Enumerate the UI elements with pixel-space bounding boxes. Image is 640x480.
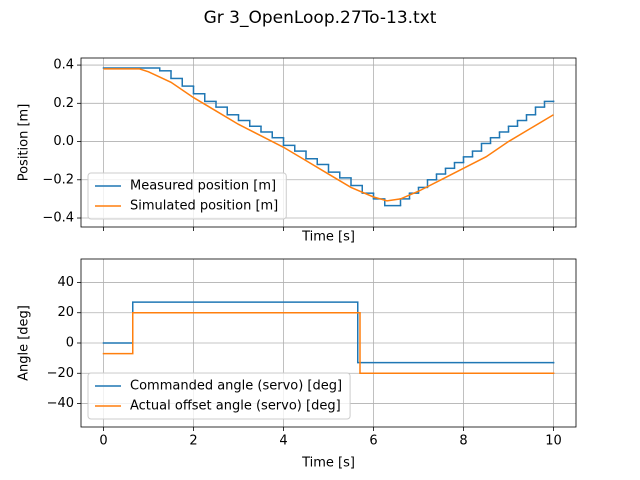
series-group xyxy=(102,67,555,207)
legend-label: Simulated position [m] xyxy=(130,199,278,214)
legend-box xyxy=(87,372,351,420)
legend-box xyxy=(87,172,287,220)
x-axis-label: Time [s] xyxy=(301,456,355,471)
y-axis-label: Position [m] xyxy=(17,104,32,182)
legend-label: Measured position [m] xyxy=(130,179,276,194)
y-tick-label: −0.2 xyxy=(42,172,74,187)
x-tick-label: 0 xyxy=(99,434,107,449)
y-axis-label: Angle [deg] xyxy=(17,305,32,381)
step-riser xyxy=(159,67,546,206)
axes-frame xyxy=(80,258,577,428)
y-tick-label: −40 xyxy=(47,396,74,411)
series-group xyxy=(102,301,555,375)
axes-frame xyxy=(80,57,577,228)
y-tick-label: 0.2 xyxy=(53,96,74,111)
x-axis-label: Time [s] xyxy=(301,230,355,245)
y-tick-label: 20 xyxy=(57,305,74,320)
legend-label: Commanded angle (servo) [deg] xyxy=(130,379,342,394)
x-tick-label: 2 xyxy=(189,434,197,449)
y-tick-label: 40 xyxy=(57,275,74,290)
y-tick-label: −0.4 xyxy=(42,211,74,226)
figure-title: Gr 3_OpenLoop.27To-13.txt xyxy=(204,8,437,28)
x-tick-label: 8 xyxy=(459,434,467,449)
legend-label: Actual offset angle (servo) [deg] xyxy=(130,399,341,414)
y-tick-label: −20 xyxy=(47,366,74,381)
y-tick-label: 0.0 xyxy=(53,134,74,149)
x-tick-label: 4 xyxy=(279,434,287,449)
step-riser xyxy=(132,312,361,374)
x-tick-label: 10 xyxy=(545,434,562,449)
y-tick-label: 0 xyxy=(66,336,74,351)
y-tick-label: 0.4 xyxy=(53,58,74,73)
series-line xyxy=(103,68,554,202)
x-tick-label: 6 xyxy=(369,434,377,449)
